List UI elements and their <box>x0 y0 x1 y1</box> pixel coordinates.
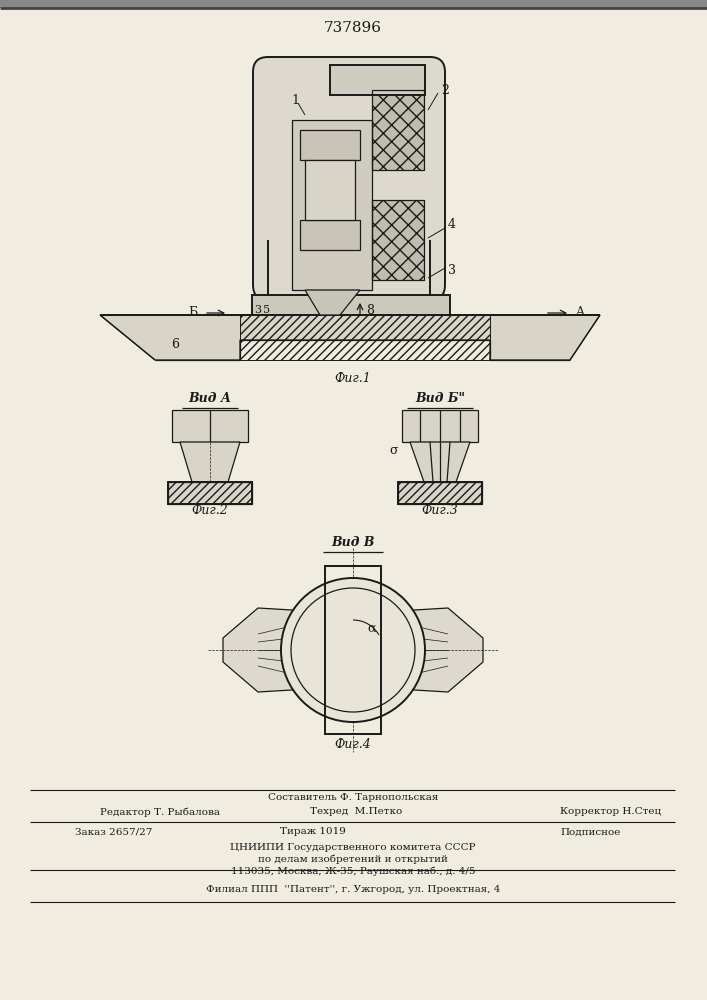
Text: Вид В: Вид В <box>332 536 375 548</box>
Bar <box>398 482 482 504</box>
Bar <box>240 315 490 360</box>
Bar <box>372 90 424 170</box>
Text: 8: 8 <box>366 304 374 316</box>
Bar <box>168 482 252 504</box>
Bar <box>252 295 450 315</box>
Text: 3: 3 <box>255 305 262 315</box>
Bar <box>372 200 424 280</box>
Text: Вид Б": Вид Б" <box>415 391 465 404</box>
Polygon shape <box>223 608 325 692</box>
Bar <box>398 482 482 504</box>
Text: Составитель Ф. Тарнопольская: Составитель Ф. Тарнопольская <box>268 794 438 802</box>
Text: Заказ 2657/27: Заказ 2657/27 <box>75 828 153 836</box>
Bar <box>168 482 252 504</box>
Bar <box>300 220 360 250</box>
Bar <box>172 410 248 442</box>
Text: Редактор Т. Рыбалова: Редактор Т. Рыбалова <box>100 807 220 817</box>
Text: 5: 5 <box>264 305 271 315</box>
Circle shape <box>281 578 425 722</box>
Text: 6: 6 <box>171 338 179 352</box>
Bar <box>372 90 424 170</box>
Text: Фиг.3: Фиг.3 <box>421 504 458 516</box>
Bar <box>292 120 372 290</box>
Text: Фиг.1: Фиг.1 <box>334 371 371 384</box>
Text: Б: Б <box>189 306 198 320</box>
Bar <box>402 410 478 442</box>
Text: 3: 3 <box>448 263 456 276</box>
Text: 737896: 737896 <box>324 21 382 35</box>
Bar <box>300 130 360 160</box>
Text: σ: σ <box>390 444 398 456</box>
Polygon shape <box>381 608 483 692</box>
Polygon shape <box>100 315 600 360</box>
Text: по делам изобретений и открытий: по делам изобретений и открытий <box>258 854 448 864</box>
Text: Филиал ППП  ''Патент'', г. Ужгород, ул. Проектная, 4: Филиал ППП ''Патент'', г. Ужгород, ул. П… <box>206 886 500 894</box>
Polygon shape <box>305 290 360 315</box>
Text: Вид А: Вид А <box>189 391 231 404</box>
Text: Фиг.2: Фиг.2 <box>192 504 228 516</box>
Text: 2: 2 <box>441 84 449 97</box>
Text: 1: 1 <box>291 94 299 106</box>
Polygon shape <box>410 442 470 482</box>
Bar <box>330 65 425 95</box>
Text: Подписное: Подписное <box>560 828 620 836</box>
Text: ЦНИИПИ Государственного комитета СССР: ЦНИИПИ Государственного комитета СССР <box>230 842 476 852</box>
Bar <box>325 566 381 734</box>
Text: Тираж 1019: Тираж 1019 <box>280 828 346 836</box>
Text: Корректор Н.Стец: Корректор Н.Стец <box>560 808 661 816</box>
Polygon shape <box>180 442 240 482</box>
FancyBboxPatch shape <box>253 57 445 300</box>
Bar <box>305 160 355 220</box>
Bar <box>0 0 707 8</box>
Text: Техред  М.Петко: Техред М.Петко <box>310 808 402 816</box>
Text: α: α <box>367 621 375 635</box>
Text: Фиг.4: Фиг.4 <box>334 738 371 750</box>
Bar <box>372 200 424 280</box>
Text: 113035, Москва, Ж-35, Раушская наб., д. 4/5: 113035, Москва, Ж-35, Раушская наб., д. … <box>230 866 475 876</box>
Text: A: A <box>575 306 584 320</box>
Text: 4: 4 <box>448 219 456 232</box>
